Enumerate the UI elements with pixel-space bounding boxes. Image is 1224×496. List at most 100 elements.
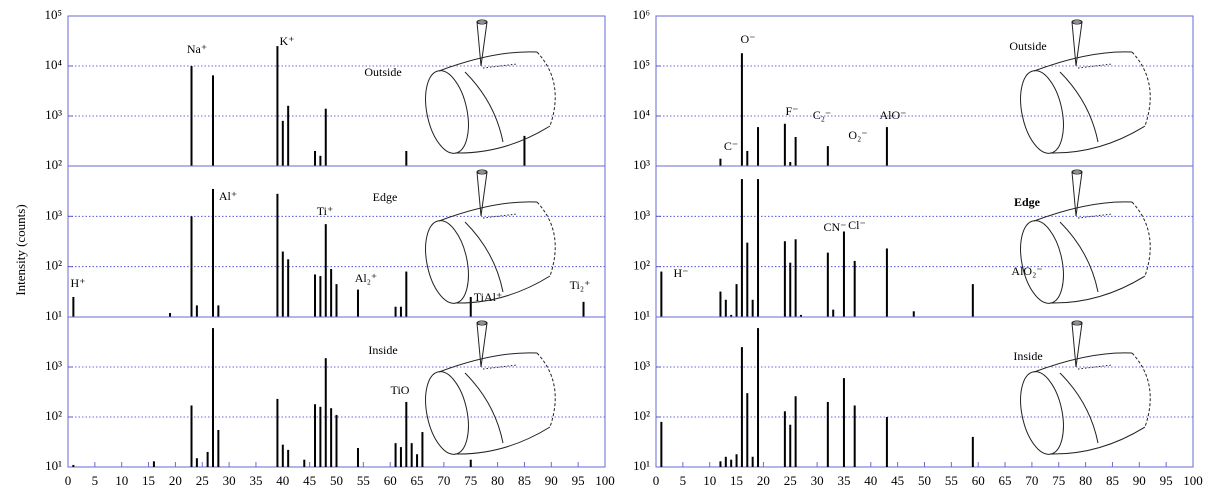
sketch-line [476, 320, 488, 326]
peak [314, 274, 317, 317]
x-tick-label: 15 [142, 473, 155, 488]
peak [335, 414, 338, 467]
sketch-line [1077, 364, 1113, 370]
x-tick-label: 40 [276, 473, 289, 488]
peak [757, 179, 760, 317]
sketch-line [1071, 171, 1083, 217]
y-tick-label: 10³ [45, 207, 62, 222]
sketch-line [1071, 19, 1083, 25]
peak [971, 284, 974, 317]
sample-sketch [425, 169, 556, 304]
peak [826, 252, 829, 317]
peak [740, 53, 743, 166]
x-tick-label: 40 [864, 473, 877, 488]
sketch-line [438, 352, 538, 373]
x-tick-label: 100 [595, 473, 615, 488]
peak [72, 296, 75, 317]
x-tick-label: 65 [999, 473, 1012, 488]
sketch-line [425, 220, 469, 304]
peak [789, 262, 792, 317]
annotation: K⁺ [280, 34, 295, 48]
sketch-line [1071, 21, 1083, 67]
peak [421, 432, 424, 467]
sketch-line [464, 372, 504, 444]
x-tick-label: 65 [411, 473, 424, 488]
sketch-line [1049, 275, 1146, 304]
y-tick-label: 10² [45, 258, 62, 273]
peak [330, 408, 333, 467]
sketch-line [1049, 125, 1146, 154]
sketch-line [1059, 372, 1099, 444]
peak [885, 248, 888, 317]
peak [469, 296, 472, 317]
sample-sketch [425, 19, 556, 154]
y-tick-label: 10³ [45, 107, 62, 122]
y-tick-label: 10³ [45, 358, 62, 373]
peak [789, 424, 792, 467]
x-tick-label: 5 [680, 473, 687, 488]
peak [190, 216, 193, 317]
peak [660, 421, 663, 467]
sketch-line [1071, 322, 1083, 368]
y-tick-label: 10⁵ [632, 57, 650, 72]
peak [912, 311, 915, 317]
peak [314, 404, 317, 467]
y-tick-label: 10³ [633, 157, 650, 172]
sketch-line [536, 352, 556, 428]
peak [287, 105, 290, 166]
sketch-line [438, 51, 538, 72]
x-tick-label: 95 [1160, 473, 1173, 488]
peak [211, 328, 214, 467]
x-tick-label: 90 [1133, 473, 1146, 488]
x-tick-label: 30 [811, 473, 824, 488]
peak [469, 459, 472, 467]
sample-sketch [1020, 169, 1151, 304]
peak [394, 306, 397, 317]
peak [195, 458, 198, 467]
sketch-line [536, 201, 556, 277]
peak [276, 193, 279, 317]
sketch-line [476, 19, 488, 25]
sketch-line [1059, 221, 1099, 293]
annotation: Inside [368, 343, 397, 357]
peak [582, 301, 585, 317]
peak [751, 456, 754, 467]
annotation: Al₂⁺ [355, 271, 378, 285]
sketch-line [482, 364, 518, 370]
peak [281, 251, 284, 317]
annotation: Outside [1009, 39, 1046, 53]
peak [724, 299, 727, 317]
annotation: TiO [391, 383, 410, 397]
peak [719, 291, 722, 317]
peak [735, 454, 738, 467]
peak [276, 398, 279, 467]
x-tick-label: 15 [730, 473, 743, 488]
x-tick-label: 70 [1025, 473, 1038, 488]
x-tick-label: 35 [837, 473, 850, 488]
x-tick-label: 60 [384, 473, 397, 488]
x-tick-label: 20 [169, 473, 182, 488]
peak [217, 305, 220, 317]
x-tick-label: 85 [518, 473, 531, 488]
annotation: AlO⁻ [880, 108, 907, 122]
peak [832, 309, 835, 317]
peak [740, 179, 743, 317]
y-axis-label: Intensity (counts) [13, 204, 28, 295]
x-tick-label: 55 [945, 473, 958, 488]
sketch-line [1131, 352, 1151, 428]
sketch-line [1077, 63, 1113, 69]
x-tick-label: 25 [784, 473, 797, 488]
sample-sketch [1020, 320, 1151, 455]
peak [319, 155, 322, 166]
peak [740, 347, 743, 467]
peak [72, 464, 75, 467]
x-tick-label: 85 [1106, 473, 1119, 488]
x-tick-label: 50 [918, 473, 931, 488]
annotation: O₂⁻ [848, 128, 867, 142]
peak [399, 447, 402, 467]
annotation: Inside [1013, 349, 1042, 363]
peak [356, 447, 359, 467]
y-tick-label: 10² [633, 258, 650, 273]
peak [842, 231, 845, 317]
